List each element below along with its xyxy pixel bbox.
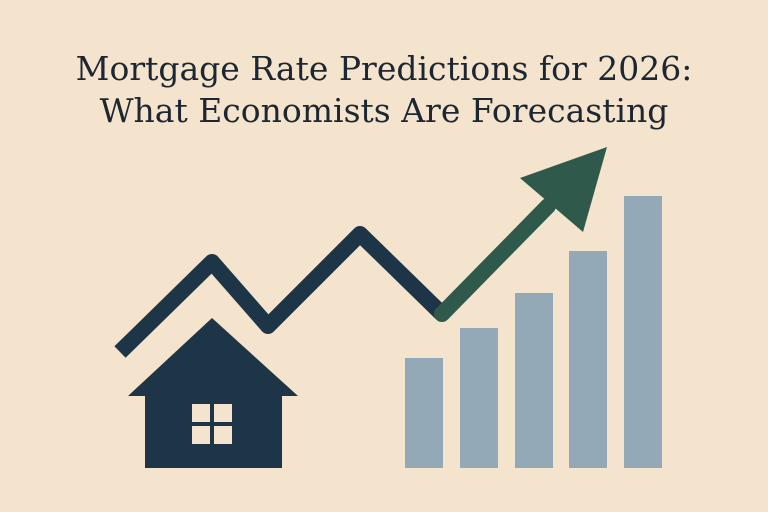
window-bar: [192, 422, 232, 426]
bar: [515, 293, 553, 468]
bar: [460, 328, 498, 468]
title-line: Mortgage Rate Predictions for 2026:: [76, 49, 693, 88]
trend-arrow-shaft: [434, 198, 556, 322]
bars: [405, 196, 662, 468]
roof: [128, 318, 298, 396]
bar: [405, 358, 443, 468]
title-line: What Economists Are Forecasting: [100, 91, 669, 130]
house: [128, 318, 298, 468]
arrow-head: [520, 147, 607, 232]
trend-line: [114, 226, 448, 358]
bar: [624, 196, 662, 468]
bar: [569, 251, 607, 468]
